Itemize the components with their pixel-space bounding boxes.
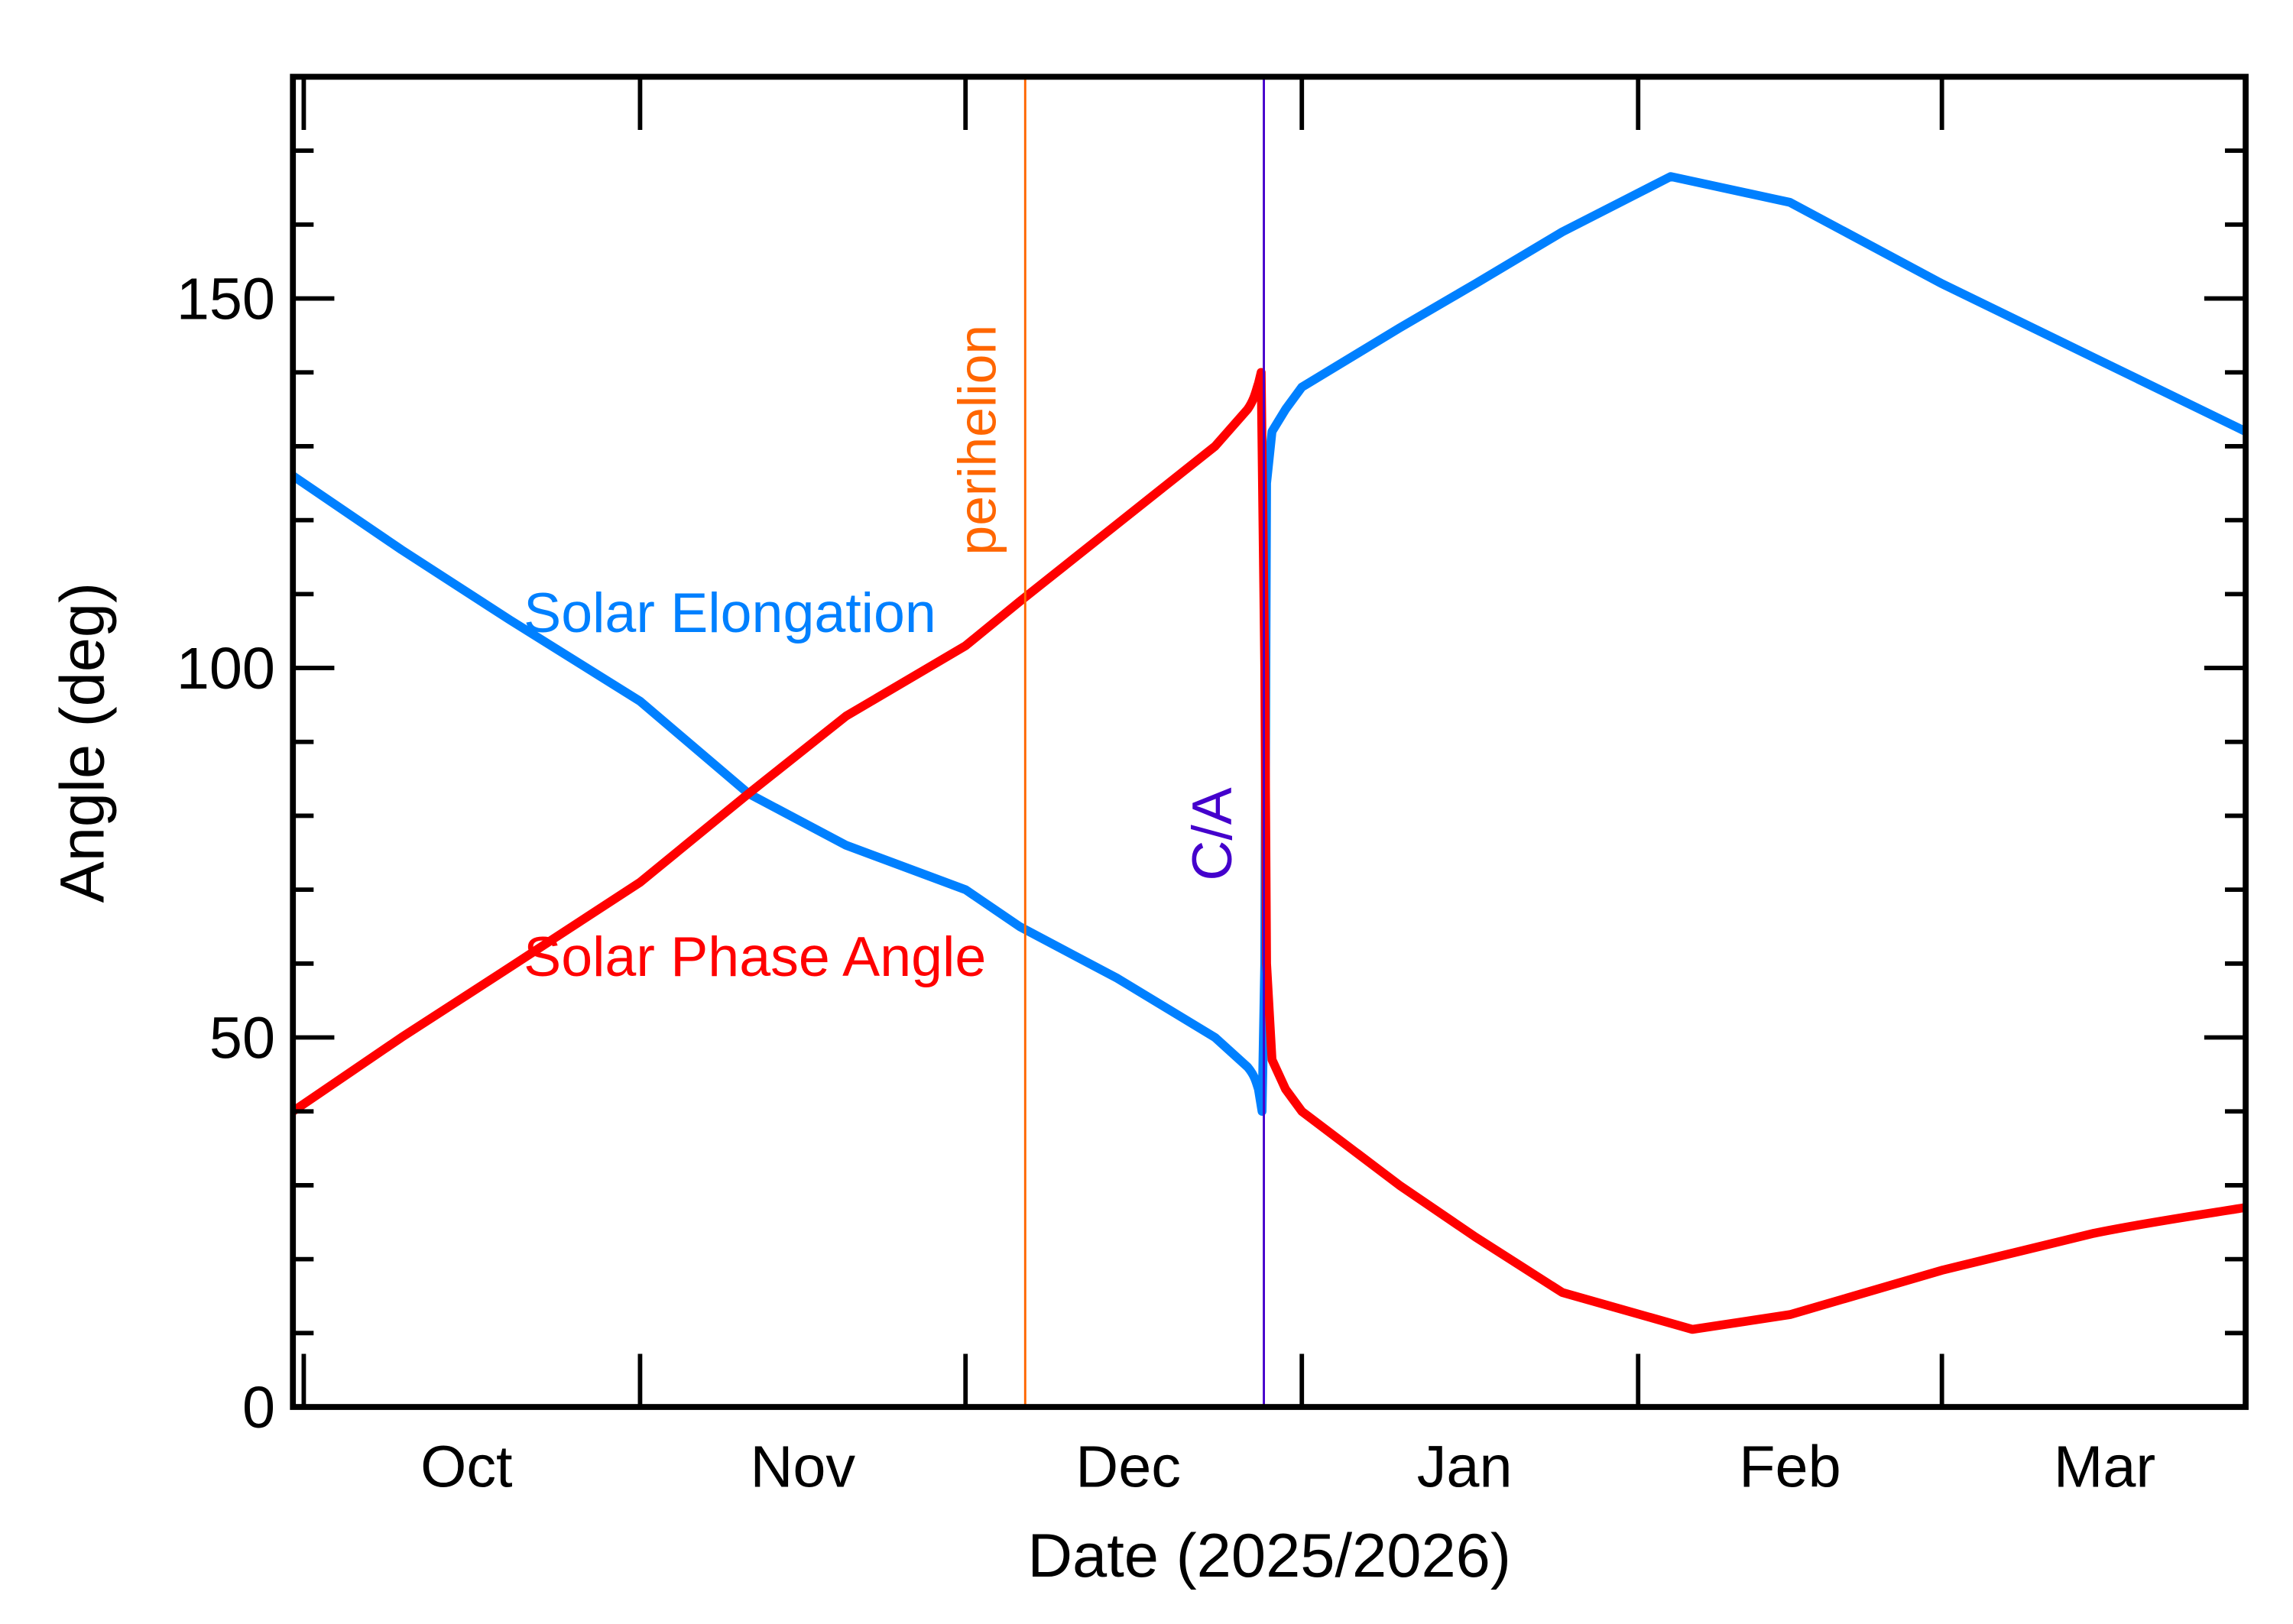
x-tick-label-nov: Nov: [750, 1434, 855, 1499]
x-tick-label-jan: Jan: [1417, 1434, 1513, 1499]
perihelion-label: perihelion: [948, 325, 1007, 556]
series-solar-elongation: [290, 172, 2248, 1117]
series-label-phase: Solar Phase Angle: [524, 925, 986, 988]
x-tick-label-feb: Feb: [1739, 1434, 1841, 1499]
y-tick-label: 50: [209, 1006, 275, 1071]
y-tick-label: 100: [177, 636, 275, 702]
x-tick-label-mar: Mar: [2054, 1434, 2155, 1499]
series-solar-phase-angle: [290, 368, 2247, 1334]
y-tick-label: 150: [177, 267, 275, 332]
x-tick-label-oct: Oct: [420, 1434, 512, 1499]
y-tick-label: 0: [242, 1375, 275, 1441]
x-tick-label-dec: Dec: [1075, 1434, 1181, 1499]
closest-approach-label: C/A: [1180, 787, 1244, 880]
y-axis-label: Angle (deg): [47, 582, 117, 903]
series-label-elongation: Solar Elongation: [524, 581, 936, 644]
x-axis-label: Date (2025/2026): [1027, 1521, 1511, 1590]
